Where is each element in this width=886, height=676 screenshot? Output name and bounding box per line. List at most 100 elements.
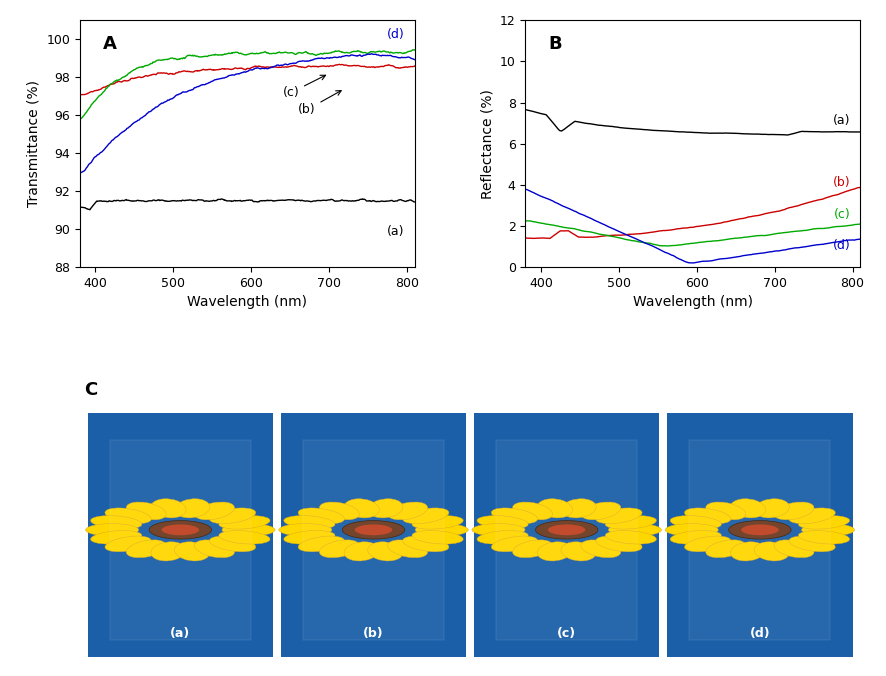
Ellipse shape bbox=[705, 540, 745, 558]
X-axis label: Wavelength (nm): Wavelength (nm) bbox=[187, 295, 307, 310]
Text: A: A bbox=[103, 35, 117, 53]
Ellipse shape bbox=[664, 524, 718, 536]
Ellipse shape bbox=[670, 531, 720, 544]
Ellipse shape bbox=[411, 516, 462, 529]
Ellipse shape bbox=[753, 499, 789, 518]
Ellipse shape bbox=[298, 536, 344, 552]
Bar bbox=[110, 439, 251, 639]
Ellipse shape bbox=[477, 516, 528, 529]
Ellipse shape bbox=[512, 540, 552, 558]
Ellipse shape bbox=[175, 499, 210, 518]
Text: (d): (d) bbox=[386, 28, 404, 41]
Bar bbox=[281, 412, 466, 657]
Text: B: B bbox=[548, 35, 562, 53]
Ellipse shape bbox=[580, 502, 620, 520]
Ellipse shape bbox=[105, 508, 151, 524]
Ellipse shape bbox=[344, 541, 379, 561]
Ellipse shape bbox=[741, 525, 778, 535]
Text: (d): (d) bbox=[749, 627, 769, 639]
Bar bbox=[303, 439, 444, 639]
Y-axis label: Reflectance (%): Reflectance (%) bbox=[479, 89, 494, 199]
X-axis label: Wavelength (nm): Wavelength (nm) bbox=[633, 295, 752, 310]
Ellipse shape bbox=[151, 499, 186, 518]
Text: (a): (a) bbox=[387, 225, 404, 238]
Ellipse shape bbox=[90, 516, 142, 529]
Ellipse shape bbox=[753, 541, 789, 561]
Ellipse shape bbox=[491, 508, 537, 524]
Text: (c): (c) bbox=[556, 627, 576, 639]
Ellipse shape bbox=[219, 531, 269, 544]
Ellipse shape bbox=[368, 499, 402, 518]
Ellipse shape bbox=[705, 502, 745, 520]
Ellipse shape bbox=[415, 524, 468, 536]
Ellipse shape bbox=[194, 540, 234, 558]
Ellipse shape bbox=[773, 540, 813, 558]
Y-axis label: Transmittance (%): Transmittance (%) bbox=[27, 80, 41, 208]
Text: (b): (b) bbox=[298, 91, 341, 116]
Ellipse shape bbox=[608, 524, 661, 536]
Ellipse shape bbox=[354, 525, 392, 535]
Text: (b): (b) bbox=[362, 627, 384, 639]
Ellipse shape bbox=[194, 502, 234, 520]
Ellipse shape bbox=[402, 536, 448, 552]
Ellipse shape bbox=[789, 508, 835, 524]
Ellipse shape bbox=[535, 521, 597, 539]
Ellipse shape bbox=[411, 531, 462, 544]
Ellipse shape bbox=[342, 521, 404, 539]
Text: (a): (a) bbox=[832, 114, 850, 127]
Ellipse shape bbox=[219, 516, 269, 529]
Ellipse shape bbox=[85, 524, 138, 536]
Text: (d): (d) bbox=[832, 239, 850, 252]
Ellipse shape bbox=[548, 525, 585, 535]
Ellipse shape bbox=[471, 524, 525, 536]
Text: (c): (c) bbox=[282, 75, 325, 99]
Ellipse shape bbox=[595, 536, 641, 552]
Ellipse shape bbox=[90, 531, 142, 544]
Bar bbox=[688, 439, 829, 639]
Bar bbox=[473, 412, 658, 657]
Ellipse shape bbox=[278, 524, 331, 536]
Bar bbox=[495, 439, 636, 639]
Bar bbox=[666, 412, 851, 657]
Ellipse shape bbox=[387, 540, 427, 558]
Ellipse shape bbox=[284, 531, 335, 544]
Ellipse shape bbox=[175, 541, 210, 561]
Ellipse shape bbox=[560, 541, 595, 561]
Ellipse shape bbox=[670, 516, 720, 529]
Ellipse shape bbox=[801, 524, 854, 536]
Ellipse shape bbox=[298, 508, 344, 524]
Ellipse shape bbox=[729, 499, 765, 518]
Ellipse shape bbox=[477, 531, 528, 544]
Text: (c): (c) bbox=[833, 208, 850, 221]
Ellipse shape bbox=[368, 541, 402, 561]
Ellipse shape bbox=[684, 508, 730, 524]
Ellipse shape bbox=[209, 508, 255, 524]
Ellipse shape bbox=[773, 502, 813, 520]
Ellipse shape bbox=[491, 536, 537, 552]
Ellipse shape bbox=[560, 499, 595, 518]
Ellipse shape bbox=[151, 541, 186, 561]
Ellipse shape bbox=[797, 531, 849, 544]
Ellipse shape bbox=[537, 499, 571, 518]
Ellipse shape bbox=[604, 516, 656, 529]
Ellipse shape bbox=[319, 502, 359, 520]
Ellipse shape bbox=[149, 521, 211, 539]
Ellipse shape bbox=[402, 508, 448, 524]
Ellipse shape bbox=[222, 524, 275, 536]
Text: C: C bbox=[83, 381, 97, 400]
Ellipse shape bbox=[344, 499, 379, 518]
Ellipse shape bbox=[729, 541, 765, 561]
Ellipse shape bbox=[126, 540, 166, 558]
Ellipse shape bbox=[797, 516, 849, 529]
Ellipse shape bbox=[126, 502, 166, 520]
Ellipse shape bbox=[684, 536, 730, 552]
Ellipse shape bbox=[727, 521, 790, 539]
Text: (b): (b) bbox=[832, 176, 850, 189]
Ellipse shape bbox=[105, 536, 151, 552]
Ellipse shape bbox=[319, 540, 359, 558]
Ellipse shape bbox=[161, 525, 198, 535]
Ellipse shape bbox=[284, 516, 335, 529]
Ellipse shape bbox=[209, 536, 255, 552]
Ellipse shape bbox=[580, 540, 620, 558]
Ellipse shape bbox=[537, 541, 571, 561]
